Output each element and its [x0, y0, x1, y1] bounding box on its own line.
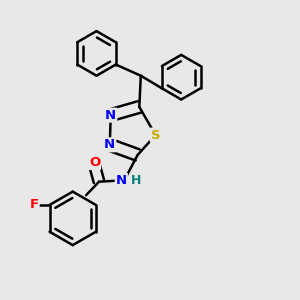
- Text: S: S: [151, 129, 160, 142]
- Text: N: N: [105, 109, 116, 122]
- Text: N: N: [116, 174, 127, 187]
- Text: F: F: [29, 199, 39, 212]
- Text: O: O: [89, 156, 100, 169]
- Text: N: N: [104, 138, 115, 151]
- Text: H: H: [130, 174, 141, 187]
